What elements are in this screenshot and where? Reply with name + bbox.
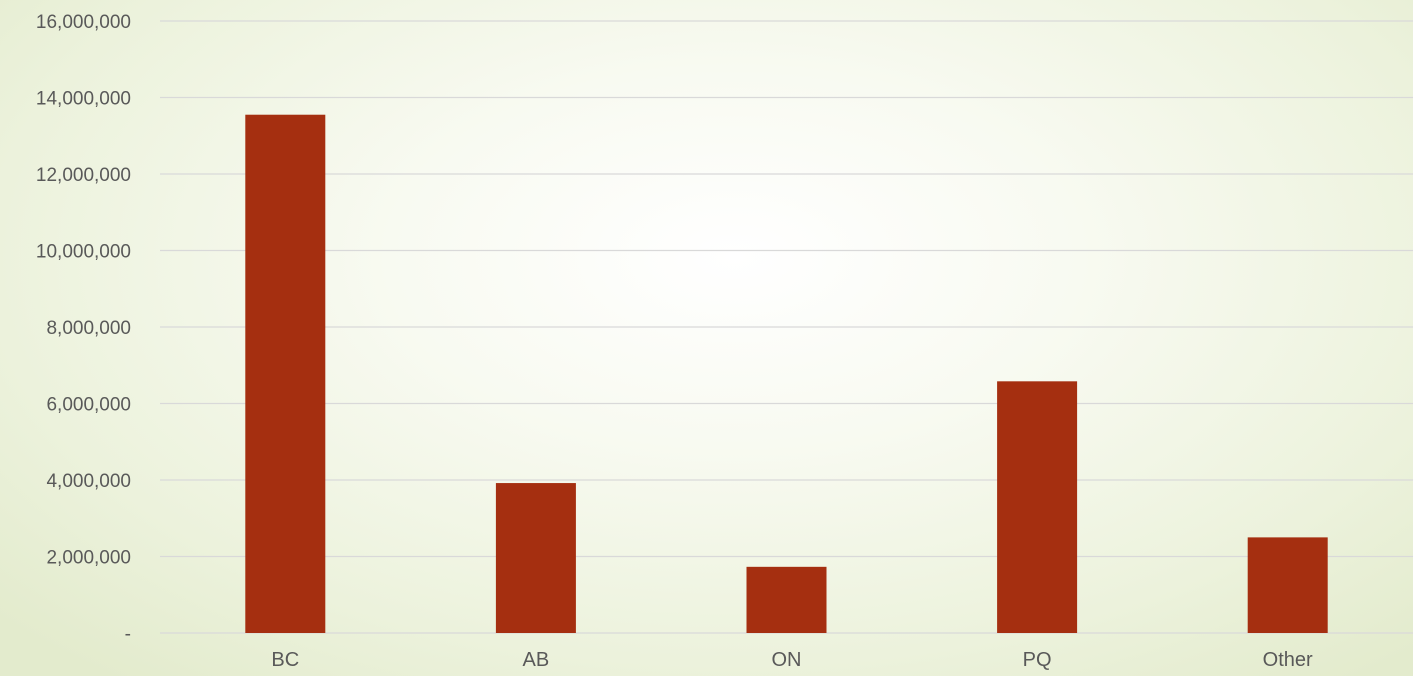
gridlines (160, 20, 1413, 634)
bar-on (746, 566, 827, 633)
y-tick-label: 10,000,000 (36, 242, 131, 263)
y-tick-label: 12,000,000 (36, 165, 131, 186)
x-tick-label: Other (1263, 649, 1313, 671)
bar-pq (997, 381, 1078, 633)
x-tick-label: PQ (1023, 649, 1052, 671)
bar-ab (495, 483, 576, 633)
x-tick-label: AB (523, 649, 550, 671)
y-tick-label: - (125, 624, 131, 645)
y-tick-label: 4,000,000 (46, 471, 131, 492)
y-tick-label: 2,000,000 (46, 548, 131, 569)
x-tick-label: ON (772, 649, 802, 671)
y-axis-tick-labels: - 2,000,000 4,000,000 6,000,000 8,000,000 10,… (36, 12, 131, 645)
y-tick-label: 14,000,000 (36, 89, 131, 110)
bar-bc (245, 114, 326, 633)
bars (245, 114, 1328, 633)
y-tick-label: 16,000,000 (36, 12, 131, 33)
y-tick-label: 6,000,000 (46, 395, 131, 416)
bar-other (1247, 537, 1328, 633)
y-tick-label: 8,000,000 (46, 318, 131, 339)
x-tick-label: BC (271, 649, 299, 671)
x-axis-category-labels: BC AB ON PQ Other (271, 649, 1313, 671)
